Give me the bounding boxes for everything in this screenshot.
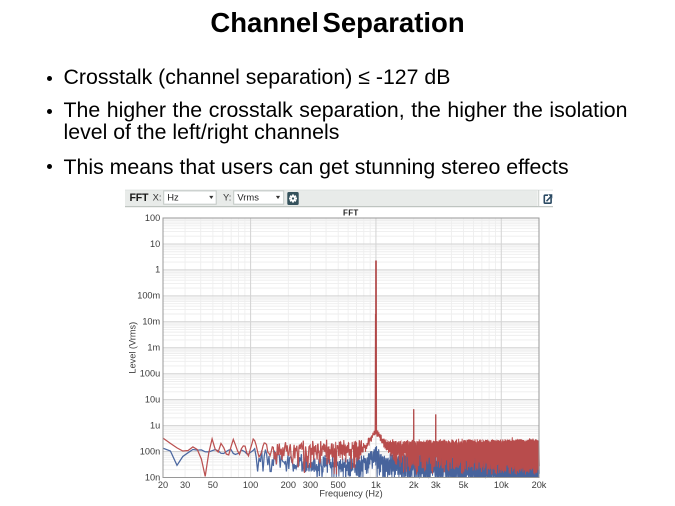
svg-text:10: 10 [150, 239, 160, 249]
svg-text:50: 50 [208, 480, 218, 490]
svg-text:100u: 100u [140, 369, 160, 379]
svg-text:500: 500 [331, 480, 346, 490]
svg-text:1k: 1k [371, 480, 381, 490]
svg-text:2k: 2k [409, 480, 419, 490]
svg-text:FFT: FFT [130, 192, 150, 204]
svg-text:Hz: Hz [167, 191, 179, 202]
svg-text:30: 30 [180, 480, 190, 490]
svg-text:20k: 20k [532, 480, 547, 490]
svg-text:3k: 3k [431, 480, 441, 490]
svg-text:200: 200 [281, 480, 296, 490]
svg-text:1m: 1m [147, 343, 160, 353]
svg-text:10u: 10u [145, 394, 160, 404]
svg-text:Vrms: Vrms [237, 191, 259, 202]
svg-text:Y:: Y: [223, 191, 231, 202]
svg-text:Level (Vrms): Level (Vrms) [128, 322, 138, 374]
svg-text:5k: 5k [459, 480, 469, 490]
svg-text:FFT: FFT [343, 209, 359, 218]
svg-text:1: 1 [155, 265, 160, 275]
svg-text:10n: 10n [145, 472, 160, 482]
svg-text:100: 100 [243, 480, 258, 490]
svg-text:10m: 10m [142, 317, 160, 327]
svg-text:1u: 1u [150, 420, 160, 430]
svg-text:Frequency (Hz): Frequency (Hz) [319, 488, 382, 498]
svg-text:300: 300 [303, 480, 318, 490]
svg-text:20: 20 [158, 480, 168, 490]
svg-text:10k: 10k [494, 480, 509, 490]
svg-text:100: 100 [145, 213, 160, 223]
svg-text:100n: 100n [140, 446, 160, 456]
svg-text:100m: 100m [137, 291, 160, 301]
svg-text:X:: X: [153, 191, 162, 202]
